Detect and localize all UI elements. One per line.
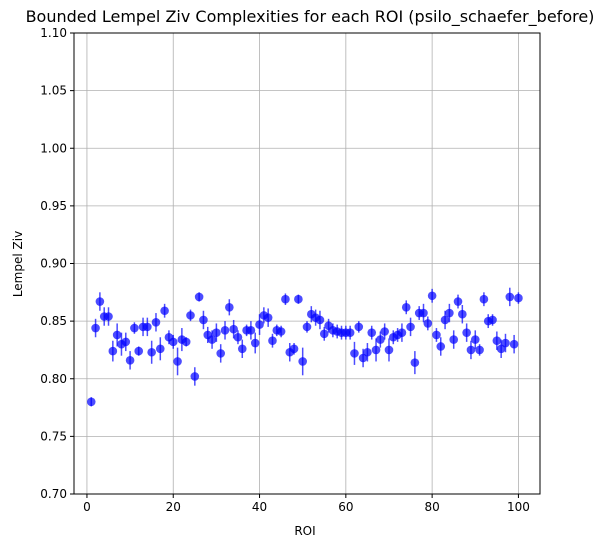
data-point xyxy=(440,315,450,325)
data-point xyxy=(190,372,200,381)
x-tick-label: 60 xyxy=(338,500,353,514)
data-point xyxy=(432,330,441,340)
data-point xyxy=(315,315,325,325)
data-point xyxy=(298,357,307,366)
data-point xyxy=(194,292,204,302)
data-point xyxy=(302,322,312,332)
data-point xyxy=(212,328,221,337)
data-point xyxy=(91,323,100,333)
data-point xyxy=(268,336,277,346)
y-tick-label: 1.10 xyxy=(40,26,67,40)
data-point xyxy=(121,337,131,347)
y-tick-label: 0.95 xyxy=(40,199,67,213)
y-tick-label: 1.00 xyxy=(40,141,67,155)
y-tick-label: 1.05 xyxy=(40,84,67,98)
data-point xyxy=(216,349,226,358)
data-point xyxy=(168,337,178,347)
y-tick-label: 0.75 xyxy=(40,429,67,443)
data-point xyxy=(350,349,359,358)
data-point xyxy=(225,302,234,312)
y-tick-label: 0.80 xyxy=(40,372,67,386)
data-point xyxy=(134,346,144,356)
x-tick-label: 100 xyxy=(507,500,530,514)
data-point xyxy=(397,328,407,337)
data-point xyxy=(112,330,122,340)
data-point xyxy=(445,308,454,318)
data-point xyxy=(479,294,489,304)
data-point xyxy=(462,328,471,337)
y-axis-label: Lempel Ziv xyxy=(11,231,25,297)
data-point xyxy=(104,312,113,321)
data-point xyxy=(436,342,446,351)
data-point xyxy=(276,327,286,336)
x-tick-label: 80 xyxy=(424,500,439,514)
y-tick-label: 0.90 xyxy=(40,257,67,271)
data-point xyxy=(263,313,273,322)
data-point xyxy=(384,345,394,355)
x-tick-label: 20 xyxy=(166,500,181,514)
data-point xyxy=(363,347,372,357)
data-point xyxy=(453,297,463,306)
data-point xyxy=(147,347,156,357)
data-point xyxy=(419,308,428,318)
data-point xyxy=(466,345,476,355)
data-point xyxy=(255,320,264,329)
data-point xyxy=(492,336,502,346)
data-point xyxy=(423,319,433,328)
data-point xyxy=(376,335,385,344)
data-point xyxy=(345,328,355,337)
data-point xyxy=(289,344,299,354)
y-tick-label: 0.85 xyxy=(40,314,67,328)
data-point xyxy=(371,345,381,355)
data-point xyxy=(151,317,161,327)
y-tick-label: 0.70 xyxy=(40,487,67,501)
data-point xyxy=(220,326,230,335)
data-point xyxy=(514,293,523,303)
data-point xyxy=(108,346,118,356)
data-point xyxy=(449,335,459,344)
data-point xyxy=(173,357,182,366)
data-point xyxy=(130,323,139,333)
data-point xyxy=(246,326,256,335)
data-point xyxy=(237,344,247,354)
data-point xyxy=(143,322,152,332)
data-point xyxy=(475,345,484,355)
data-point xyxy=(406,322,415,332)
data-point xyxy=(199,315,208,325)
data-point xyxy=(250,338,260,348)
point-layer xyxy=(86,291,523,407)
data-point xyxy=(401,302,411,312)
data-point xyxy=(181,337,191,347)
data-point xyxy=(86,397,96,407)
data-point xyxy=(229,324,238,334)
data-point xyxy=(354,322,364,332)
data-point xyxy=(470,335,480,344)
data-point xyxy=(207,335,217,344)
data-point xyxy=(505,292,515,302)
data-point xyxy=(319,329,329,339)
data-point xyxy=(160,306,169,316)
chart-title: Bounded Lempel Ziv Complexities for each… xyxy=(26,7,595,27)
x-tick-label: 0 xyxy=(83,500,91,514)
data-point xyxy=(367,328,377,337)
data-point xyxy=(427,291,437,301)
data-point xyxy=(186,311,195,320)
tick-layer: 0 20 40 60 80 100 0.70 0.75 0.80 0.85 0.90 0.95 1.00… xyxy=(40,26,530,514)
data-point xyxy=(95,297,105,306)
data-point xyxy=(501,338,510,348)
data-point xyxy=(410,358,420,367)
x-axis-label: ROI xyxy=(294,524,315,538)
data-point xyxy=(488,315,497,325)
data-point xyxy=(233,332,243,342)
data-point xyxy=(380,327,389,336)
data-point xyxy=(125,356,135,365)
data-point xyxy=(458,309,467,319)
data-point xyxy=(281,294,290,304)
data-point xyxy=(294,294,303,304)
data-point xyxy=(155,344,165,354)
data-point xyxy=(509,339,519,349)
x-tick-label: 40 xyxy=(252,500,267,514)
